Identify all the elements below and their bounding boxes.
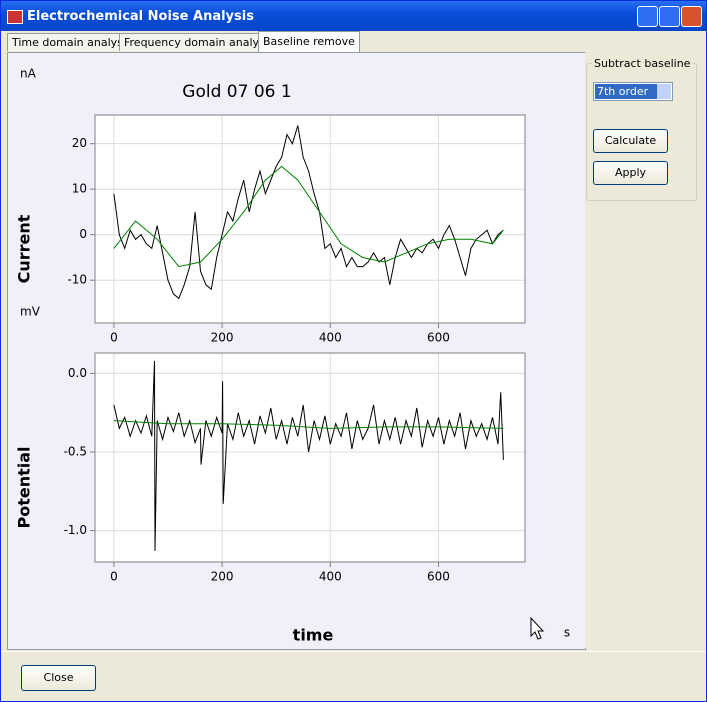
x-tick-label: 0	[110, 570, 118, 584]
minimize-button[interactable]	[637, 6, 658, 27]
close-window-button[interactable]	[681, 6, 702, 27]
y-axis-label: Potential	[15, 446, 34, 528]
window-title: Electrochemical Noise Analysis	[27, 9, 254, 24]
x-tick-label: 0	[110, 331, 118, 345]
title-bar: Electrochemical Noise Analysis	[1, 1, 706, 31]
y-tick-label: 0	[79, 227, 87, 241]
x-axis-label: time	[293, 626, 334, 645]
y-unit: nA	[20, 67, 37, 81]
plot-frame	[94, 114, 526, 324]
series-line	[113, 165, 504, 268]
mouse-cursor	[530, 616, 545, 640]
maximize-button[interactable]	[659, 6, 680, 27]
y-tick-label: -1.0	[64, 523, 87, 537]
close-button[interactable]: Close	[21, 665, 96, 691]
calculate-button[interactable]: Calculate	[593, 129, 668, 153]
group-label: Subtract baseline	[592, 57, 693, 70]
x-tick-label: 400	[319, 331, 342, 345]
tab-active[interactable]: Baseline remove	[258, 31, 360, 53]
select-arrow	[657, 84, 671, 99]
y-tick-label: -10	[67, 273, 87, 287]
x-tick-label: 600	[427, 570, 450, 584]
chart-title: Gold 07 06 1	[182, 82, 291, 102]
tab[interactable]: Frequency domain analysis	[119, 33, 279, 51]
plot-border	[94, 114, 526, 324]
footer	[1, 651, 706, 702]
app-icon	[7, 10, 23, 24]
x-unit: s	[564, 626, 570, 640]
y-axis-label: Current	[15, 214, 34, 283]
y-tick-label: 10	[72, 182, 87, 196]
series-line	[113, 360, 504, 552]
tab[interactable]: Time domain analysis	[7, 33, 137, 51]
x-tick-label: 200	[211, 331, 234, 345]
y-unit: mV	[20, 305, 41, 319]
series-line	[113, 420, 504, 429]
x-tick-label: 600	[427, 331, 450, 345]
series-line	[113, 125, 504, 300]
plot-border	[94, 352, 526, 563]
order-select[interactable]: 7th order	[593, 82, 673, 101]
x-tick-label: 200	[211, 570, 234, 584]
x-tick-label: 400	[319, 570, 342, 584]
select-value: 7th order	[595, 84, 657, 99]
y-tick-label: -0.5	[64, 445, 87, 459]
y-tick-label: 0.0	[68, 366, 87, 380]
apply-button[interactable]: Apply	[593, 161, 668, 185]
y-tick-label: 20	[72, 136, 87, 150]
